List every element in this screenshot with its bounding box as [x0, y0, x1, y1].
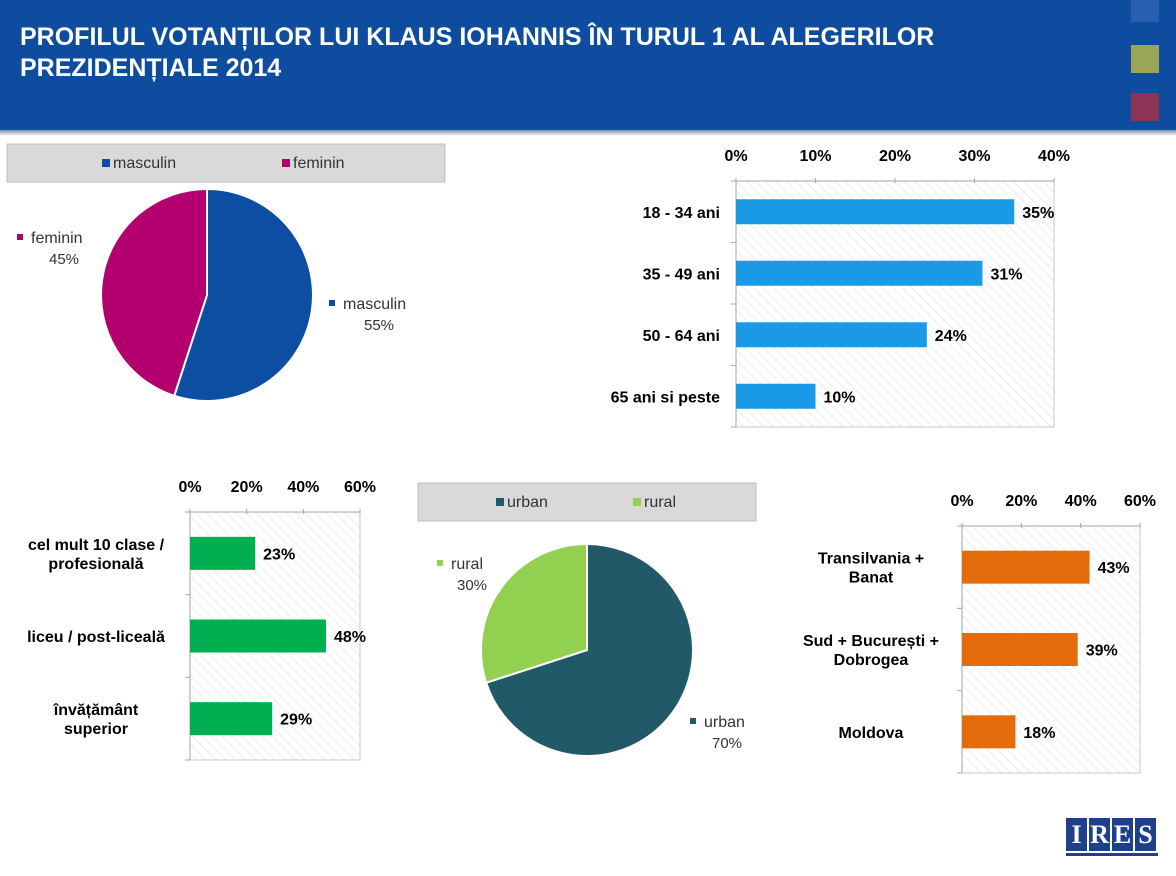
tick-label: 40%	[1065, 493, 1097, 510]
pie-label-swatch-feminin	[17, 234, 23, 240]
bar-value-label: 23%	[263, 546, 295, 563]
pie-slice-masculin	[172, 187, 314, 402]
page-title: PROFILUL VOTANȚILOR LUI KLAUS IOHANNIS Î…	[20, 23, 935, 82]
header-shadow	[0, 130, 1176, 136]
gender-pie-chart: masculin feminin masculin 55% feminin 45%	[6, 143, 446, 402]
category-label: învățământ	[53, 702, 139, 719]
pie-label-swatch-urban	[690, 718, 696, 724]
tick-label: 0%	[950, 493, 973, 510]
decor-square-olive	[1131, 45, 1159, 73]
tick-label: 0%	[178, 479, 201, 496]
bar-value-label: 18%	[1023, 725, 1055, 742]
category-label: 65 ani si peste	[611, 389, 720, 406]
category-label: liceu / post-liceală	[27, 629, 165, 646]
bar-2	[190, 702, 273, 736]
pie-value-masculin: 55%	[364, 317, 394, 334]
category-label: 35 - 49 ani	[643, 266, 720, 283]
category-label: Banat	[849, 570, 894, 587]
legend-swatch-rural	[633, 498, 641, 506]
tick-label: 40%	[287, 479, 319, 496]
pie-label-feminin: feminin	[31, 230, 83, 247]
legend-swatch-urban	[496, 498, 504, 506]
category-label: Sud + București +	[803, 633, 939, 650]
pie-value-feminin: 45%	[49, 251, 79, 268]
bar-value-label: 43%	[1098, 560, 1130, 577]
category-label: profesională	[48, 556, 143, 573]
bar-1	[962, 633, 1078, 666]
pie-label-swatch-rural	[437, 560, 443, 566]
legend-label-rural: rural	[644, 494, 676, 511]
bar-2	[736, 322, 927, 348]
age-bar-chart: 0% 10% 20% 30% 40% 35% 18 - 34 ani 31% 35 - 49 a…	[611, 148, 1070, 428]
decor-square-maroon	[1131, 93, 1159, 121]
bar-0	[962, 550, 1090, 584]
pie-value-urban: 70%	[712, 735, 742, 752]
pie-slice-urban	[484, 542, 694, 757]
tick-label: 60%	[344, 479, 376, 496]
education-bar-chart: 0% 20% 40% 60% 23% cel mult 10 clase / profesi…	[27, 479, 376, 761]
category-label: Dobrogea	[834, 652, 909, 669]
tick-label: 30%	[958, 148, 990, 165]
category-label: 18 - 34 ani	[643, 205, 720, 222]
bar-value-label: 10%	[824, 389, 856, 406]
tick-label: 20%	[1005, 493, 1037, 510]
tick-label: 40%	[1038, 148, 1070, 165]
header-bar	[0, 0, 1176, 130]
ires-logo: I R E S	[1066, 818, 1158, 858]
tick-label: 20%	[231, 479, 263, 496]
bar-value-label: 29%	[280, 712, 312, 729]
legend-swatch-feminin	[282, 159, 290, 167]
category-label: cel mult 10 clase /	[28, 537, 165, 554]
bar-0	[736, 199, 1015, 225]
legend-label-urban: urban	[507, 494, 548, 511]
residence-legend-box	[417, 482, 757, 522]
legend-swatch-masculin	[102, 159, 110, 167]
tick-label: 60%	[1124, 493, 1156, 510]
age-plot-area	[735, 180, 1055, 428]
bar-0	[190, 536, 256, 570]
pie-label-urban: urban	[704, 714, 745, 731]
legend-label-masculin: masculin	[113, 155, 176, 172]
pie-value-rural: 30%	[457, 577, 487, 594]
residence-pie-chart: urban rural urban 70% rural 30%	[417, 482, 757, 757]
region-plot-area	[961, 525, 1141, 774]
pie-label-masculin: masculin	[343, 296, 406, 313]
pie-slice-rural	[480, 542, 588, 685]
tick-label: 0%	[724, 148, 747, 165]
bar-1	[736, 260, 983, 286]
category-label: Moldova	[839, 725, 904, 742]
category-label: 50 - 64 ani	[643, 328, 720, 345]
bar-3	[736, 383, 816, 409]
bar-1	[190, 619, 326, 653]
pie-label-swatch-masculin	[329, 300, 335, 306]
bar-value-label: 35%	[1022, 205, 1054, 222]
decor-square-blue	[1131, 0, 1159, 22]
education-plot-area	[189, 511, 361, 761]
bar-2	[962, 715, 1016, 749]
pie-label-rural: rural	[451, 556, 483, 573]
pie-slice-feminin	[100, 187, 208, 398]
tick-label: 20%	[879, 148, 911, 165]
bar-value-label: 39%	[1086, 643, 1118, 660]
category-label: superior	[64, 721, 128, 738]
bar-value-label: 48%	[334, 629, 366, 646]
gender-legend-box	[6, 143, 446, 183]
category-label: Transilvania +	[818, 551, 924, 568]
bar-value-label: 24%	[935, 328, 967, 345]
tick-label: 10%	[799, 148, 831, 165]
region-bar-chart: 0% 20% 40% 60% 43% Transilvania + Banat 39% Sud …	[803, 493, 1156, 774]
bar-value-label: 31%	[990, 266, 1022, 283]
legend-label-feminin: feminin	[293, 155, 345, 172]
